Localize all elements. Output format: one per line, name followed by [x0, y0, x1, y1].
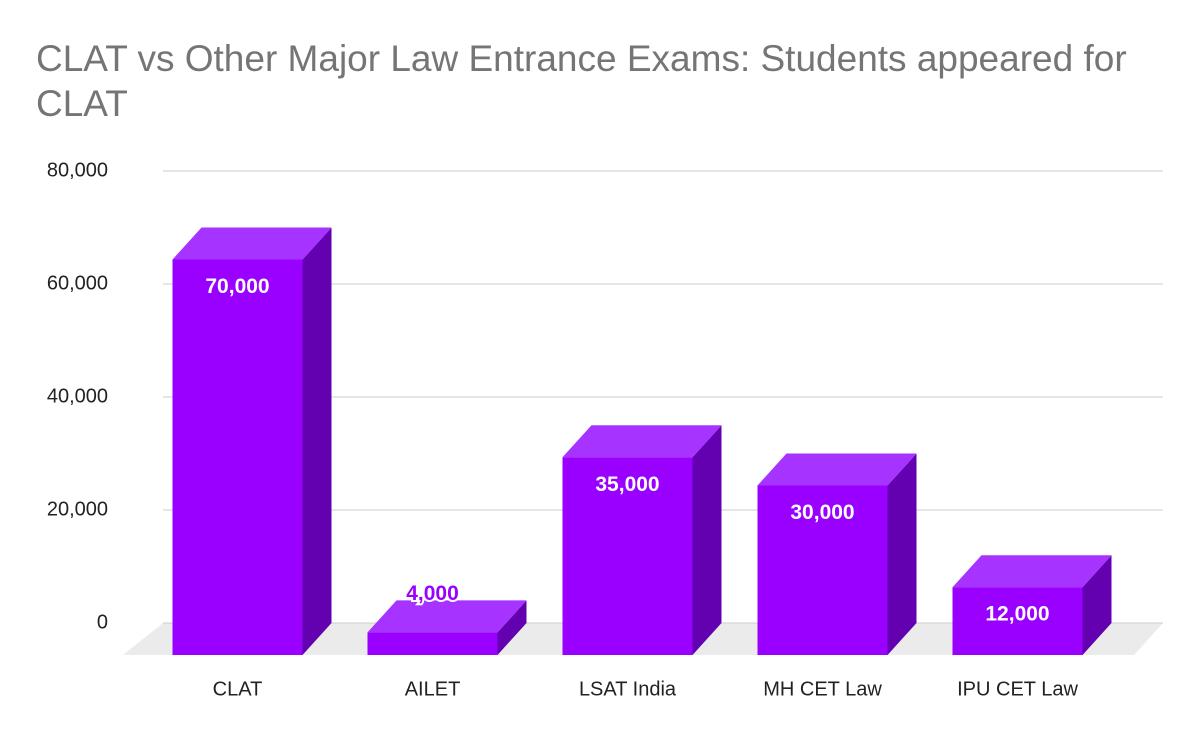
title-box: CLAT vs Other Major Law Entrance Exams: … — [36, 38, 1127, 124]
data-label: 70,000 — [205, 275, 269, 298]
x-tick-label: CLAT — [213, 678, 263, 700]
bar-side — [692, 425, 722, 655]
y-tick-label: 20,000 — [47, 498, 108, 520]
x-tick-label: MH CET Law — [763, 678, 882, 700]
bar-side — [302, 227, 332, 655]
y-tick-label: 60,000 — [47, 272, 108, 294]
data-label: 35,000 — [595, 473, 659, 496]
bar-front — [367, 632, 498, 655]
y-tick-label: 40,000 — [47, 385, 108, 407]
x-tick-label: LSAT India — [579, 678, 677, 700]
data-label: 30,000 — [790, 501, 854, 524]
bar — [367, 600, 527, 655]
x-tick-label: IPU CET Law — [957, 678, 1078, 700]
bar-side — [497, 600, 527, 655]
bar-top — [172, 227, 332, 260]
data-label: 12,000 — [985, 603, 1049, 626]
bar-front — [172, 259, 303, 655]
bar-front — [757, 485, 888, 655]
bar — [952, 555, 1112, 655]
y-tick-label: 80,000 — [47, 159, 108, 181]
y-tick-label: 0 — [97, 611, 108, 633]
x-tick-label: AILET — [405, 678, 461, 700]
bar-front — [952, 587, 1083, 655]
bar — [757, 453, 917, 655]
bar-side — [887, 453, 917, 655]
bar-side — [1082, 555, 1112, 655]
bar-front — [562, 457, 693, 655]
chart-title: CLAT vs Other Major Law Entrance Exams: … — [36, 38, 1127, 124]
bar-top — [757, 453, 917, 486]
bar-top — [367, 600, 527, 633]
bar — [172, 227, 332, 655]
data-label: 4,000 — [406, 582, 459, 605]
bar-top — [952, 555, 1112, 588]
bar-top — [562, 425, 722, 458]
bar — [562, 425, 722, 655]
